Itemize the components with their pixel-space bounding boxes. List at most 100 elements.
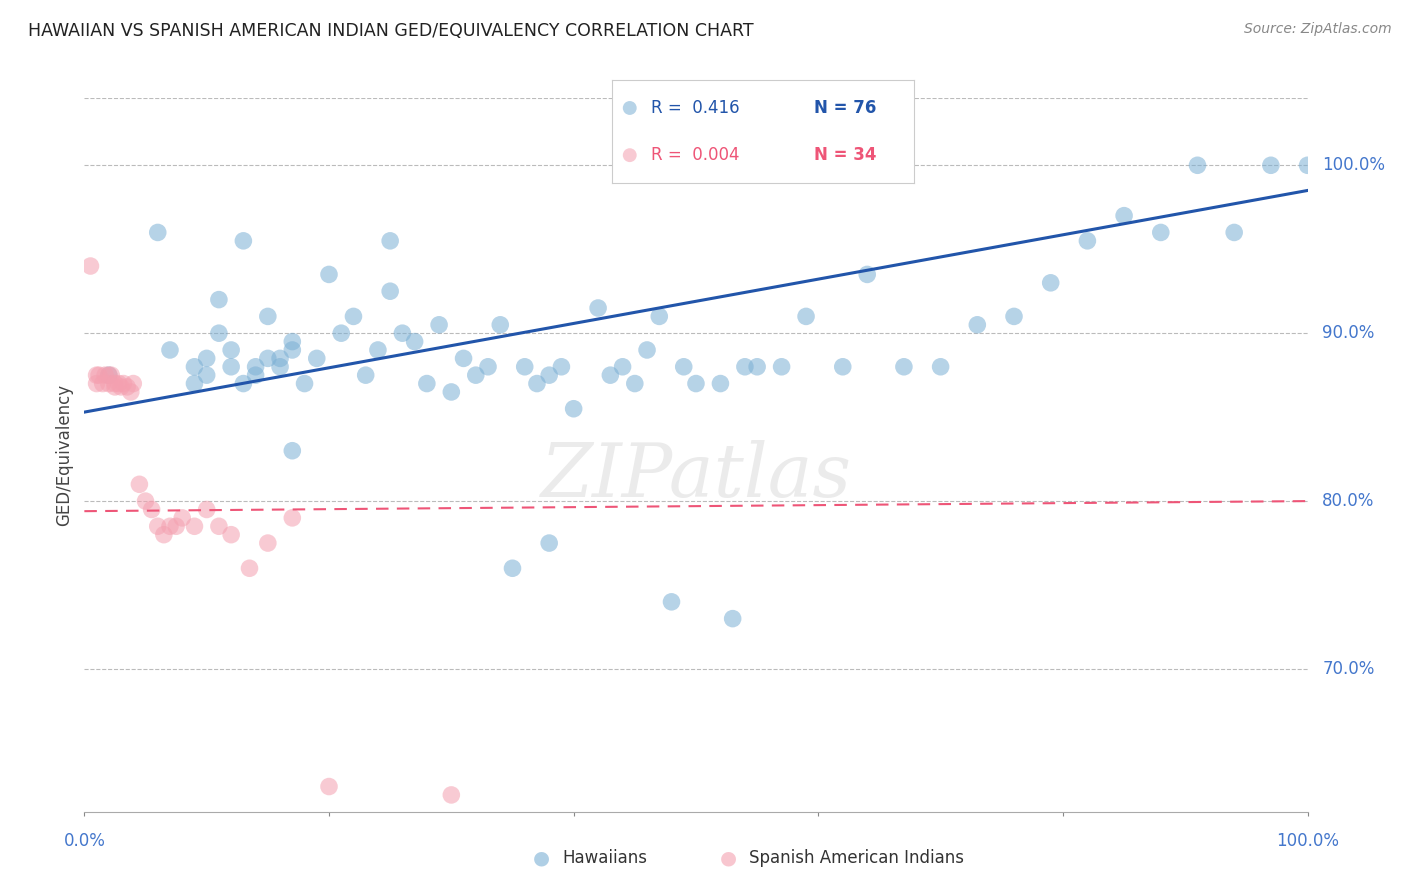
Point [416, 376, 439, 391]
Point [219, 343, 242, 357]
Point [1260, 158, 1282, 172]
Point [489, 318, 512, 332]
Point [110, 380, 132, 394]
Point [87, 368, 110, 383]
Point [391, 326, 413, 341]
Text: N = 76: N = 76 [814, 99, 876, 117]
Text: HAWAIIAN VS SPANISH AMERICAN INDIAN GED/EQUIVALENCY CORRELATION CHART: HAWAIIAN VS SPANISH AMERICAN INDIAN GED/… [28, 22, 754, 40]
Point [831, 359, 853, 374]
Point [104, 380, 127, 394]
Point [464, 368, 486, 383]
Point [330, 326, 353, 341]
Point [245, 368, 267, 383]
Point [79, 259, 101, 273]
Point [685, 376, 707, 391]
Point [172, 511, 194, 525]
Point [599, 368, 621, 383]
Point [440, 788, 463, 802]
Point [120, 384, 142, 399]
Point [195, 368, 218, 383]
Point [661, 595, 683, 609]
Point [208, 519, 231, 533]
Point [562, 401, 585, 416]
Point [107, 376, 129, 391]
Point [404, 334, 426, 349]
Point [97, 368, 120, 383]
Point [380, 284, 402, 298]
Point [91, 376, 114, 391]
Text: 100.0%: 100.0% [1322, 156, 1385, 174]
Point [1223, 226, 1246, 240]
Point [318, 780, 340, 794]
Point [367, 343, 389, 357]
Point [526, 376, 548, 391]
Point [165, 519, 187, 533]
Point [269, 351, 291, 366]
Point [1150, 226, 1173, 240]
Point [135, 494, 157, 508]
Point [624, 376, 647, 391]
Point [281, 334, 304, 349]
Point [219, 527, 242, 541]
Point [453, 351, 475, 366]
Point [281, 343, 304, 357]
Point [141, 502, 163, 516]
Point [153, 527, 176, 541]
Point [128, 477, 150, 491]
Point [477, 359, 499, 374]
Point [208, 293, 231, 307]
Point [318, 268, 340, 282]
Point [97, 368, 120, 383]
Point [550, 359, 572, 374]
Point [112, 376, 135, 391]
Point [208, 326, 231, 341]
Point [1039, 276, 1062, 290]
Text: Source: ZipAtlas.com: Source: ZipAtlas.com [1244, 22, 1392, 37]
Point [195, 351, 218, 366]
Point [380, 234, 402, 248]
Point [734, 359, 756, 374]
Point [648, 310, 671, 324]
Point [586, 301, 609, 315]
Text: R =  0.416: R = 0.416 [651, 99, 740, 117]
Point [281, 443, 304, 458]
Point [100, 368, 122, 383]
Point [305, 351, 328, 366]
Point [1296, 158, 1319, 172]
Point [342, 310, 364, 324]
Point [794, 310, 817, 324]
Point [257, 310, 280, 324]
Point [146, 519, 169, 533]
Point [245, 359, 267, 374]
Text: ●: ● [720, 848, 737, 868]
Text: Spanish American Indians: Spanish American Indians [749, 849, 965, 867]
Text: ●: ● [533, 848, 550, 868]
Point [159, 343, 181, 357]
Point [893, 359, 915, 374]
Point [672, 359, 695, 374]
Point [86, 376, 108, 391]
Point [538, 368, 561, 383]
Point [619, 101, 641, 115]
Point [427, 318, 450, 332]
Point [159, 519, 181, 533]
Point [257, 351, 280, 366]
Point [104, 376, 127, 391]
Point [1076, 234, 1098, 248]
Point [513, 359, 536, 374]
Point [294, 376, 316, 391]
Point [146, 226, 169, 240]
Point [929, 359, 952, 374]
Point [440, 384, 463, 399]
Point [1187, 158, 1209, 172]
Point [97, 376, 120, 391]
Point [257, 536, 280, 550]
Text: 100.0%: 100.0% [1277, 832, 1339, 850]
Point [856, 268, 879, 282]
Point [183, 376, 205, 391]
Text: 90.0%: 90.0% [1322, 324, 1375, 343]
Point [86, 368, 108, 383]
Point [281, 511, 304, 525]
Point [183, 519, 205, 533]
Point [94, 368, 117, 383]
